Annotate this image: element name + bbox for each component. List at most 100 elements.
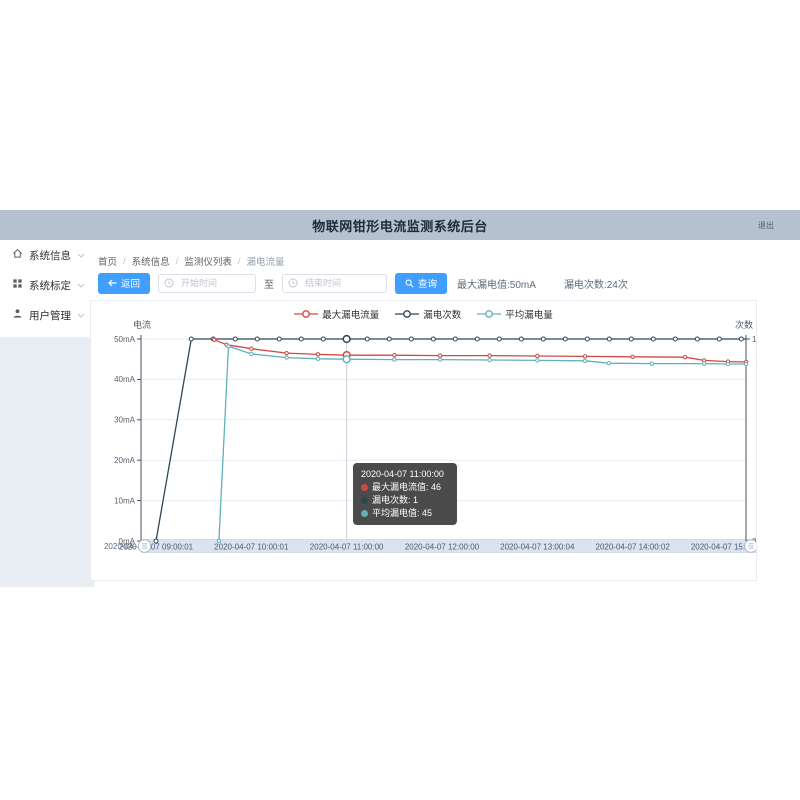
- series-marker: [153, 538, 159, 544]
- series-marker: [606, 361, 612, 366]
- end-time-input[interactable]: [282, 273, 388, 293]
- y-axis-left-label: 20mA: [114, 456, 136, 465]
- chart-legend: 最大漏电流量 漏电次数 平均漏电量: [91, 307, 756, 321]
- series-marker: [649, 361, 654, 366]
- series-marker: [226, 344, 231, 349]
- series-marker: [437, 357, 443, 362]
- leakage-count-stat: 漏电次数:24次: [563, 279, 628, 291]
- breadcrumb-item[interactable]: 监测仪列表: [184, 257, 232, 268]
- chevron-down-icon: [77, 313, 85, 318]
- tooltip-row: 平均漏电值: 45: [361, 507, 449, 520]
- series-marker: [562, 336, 568, 342]
- series-marker: [437, 353, 443, 358]
- chart-card: 最大漏电流量 漏电次数 平均漏电量 2020-04-07 09:00:01 202…: [90, 300, 757, 581]
- arrow-left-icon: [108, 279, 117, 287]
- y-axis-left-label: 40mA: [114, 375, 136, 384]
- start-time-input[interactable]: [158, 273, 257, 293]
- series-marker: [628, 336, 634, 342]
- series-marker: [392, 357, 397, 362]
- breadcrumb-item[interactable]: 系统信息: [131, 257, 170, 268]
- series-marker: [408, 336, 414, 342]
- sidebar: 系统信息 系统标定 用户管理: [0, 240, 93, 330]
- series-marker: [738, 336, 744, 342]
- series-marker: [582, 354, 588, 359]
- y-axis-left-label: 10mA: [114, 496, 136, 505]
- sidebar-item-user-management[interactable]: 用户管理: [0, 300, 93, 330]
- y-axis-right-name: 次数: [735, 319, 753, 330]
- toolbar: 返回 至 查询 最大漏电值:50mA 漏电次数:24次: [98, 272, 628, 294]
- chart-canvas: 2020-04-07 09:00:01 2020-04-07 10:00:01 20…: [104, 319, 756, 553]
- series-marker: [630, 354, 635, 359]
- x-axis-label: 2020-04-07 09:00:01: [119, 543, 194, 552]
- series-marker: [716, 336, 722, 342]
- legend-item-avg-leakage[interactable]: 平均漏电量: [477, 307, 553, 321]
- series-marker: [452, 336, 458, 342]
- series-marker: [284, 355, 289, 360]
- sidebar-item-label: 系统标定: [29, 279, 71, 292]
- series-marker: [540, 336, 546, 342]
- series-marker: [694, 336, 700, 342]
- emphasis-marker: [342, 334, 351, 344]
- series-marker: [474, 336, 480, 342]
- series-marker: [672, 336, 678, 342]
- series-marker: [487, 357, 492, 363]
- series-marker: [320, 336, 326, 342]
- breadcrumb: 首页 / 系统信息 / 监测仪列表 / 漏电流量: [98, 254, 284, 269]
- breadcrumb-separator: /: [175, 255, 179, 267]
- clock-icon: [288, 278, 298, 288]
- series-marker: [582, 358, 588, 364]
- breadcrumb-item[interactable]: 首页: [98, 257, 118, 268]
- chevron-down-icon: [77, 283, 85, 288]
- clock-icon: [164, 278, 174, 288]
- x-axis-label: 2020-04-07 11:00:00: [310, 543, 384, 552]
- series-marker: [276, 336, 282, 342]
- max-leakage-stat: 最大漏电值:50mA: [457, 279, 536, 291]
- end-time-field: [282, 273, 388, 293]
- series-marker: [315, 352, 321, 357]
- back-button[interactable]: 返回: [98, 272, 151, 294]
- to-label: 至: [264, 279, 275, 291]
- series-dot-icon: [361, 497, 368, 504]
- series-marker: [392, 352, 397, 358]
- series-marker: [386, 336, 392, 342]
- sidebar-item-system-calibration[interactable]: 系统标定: [0, 270, 93, 300]
- tooltip-title: 2020-04-07 11:00:00: [361, 469, 444, 479]
- line-marker-icon: [294, 310, 319, 318]
- datazoom-window-label: 2020-04-: [104, 542, 136, 551]
- series-marker: [249, 351, 254, 357]
- query-button[interactable]: 查询: [395, 272, 448, 294]
- x-axis-label: 2020-04-07 14:00:02: [596, 543, 671, 552]
- series-marker: [496, 336, 502, 342]
- series-marker: [315, 356, 321, 361]
- series-marker: [364, 336, 370, 342]
- y-axis-left-name: 电流: [133, 319, 151, 330]
- app-header: 物联网钳形电流监测系统后台 退出: [0, 210, 800, 240]
- series-marker: [284, 350, 289, 356]
- series-line: [213, 339, 747, 363]
- grid-icon: [12, 278, 23, 292]
- y-axis-right-label: 1次: [752, 334, 756, 344]
- series-marker: [518, 336, 524, 342]
- breadcrumb-separator: /: [123, 255, 126, 267]
- y-axis-left-label: 30mA: [114, 416, 136, 425]
- series-marker: [211, 337, 217, 343]
- search-icon: [405, 279, 414, 288]
- series-marker: [298, 336, 304, 342]
- legend-item-max-leakage[interactable]: 最大漏电流量: [294, 307, 379, 321]
- page-title: 物联网钳形电流监测系统后台: [312, 218, 488, 234]
- tooltip-row: 最大漏电流值: 46: [361, 481, 449, 494]
- x-axis-label: 2020-04-07 15:00:02: [691, 543, 756, 552]
- sidebar-item-system-info[interactable]: 系统信息: [0, 240, 93, 270]
- series-marker: [650, 336, 656, 342]
- series-dot-icon: [361, 510, 368, 517]
- breadcrumb-separator: /: [237, 255, 241, 267]
- line-marker-icon: [477, 310, 502, 318]
- series-marker: [606, 336, 612, 342]
- legend-item-leakage-count[interactable]: 漏电次数: [395, 307, 461, 321]
- series-marker: [249, 346, 254, 351]
- series-marker: [216, 538, 222, 544]
- series-marker: [725, 361, 731, 367]
- logout-button[interactable]: 退出: [758, 220, 774, 230]
- series-marker: [535, 353, 540, 359]
- y-axis-left-label: 50mA: [114, 335, 136, 344]
